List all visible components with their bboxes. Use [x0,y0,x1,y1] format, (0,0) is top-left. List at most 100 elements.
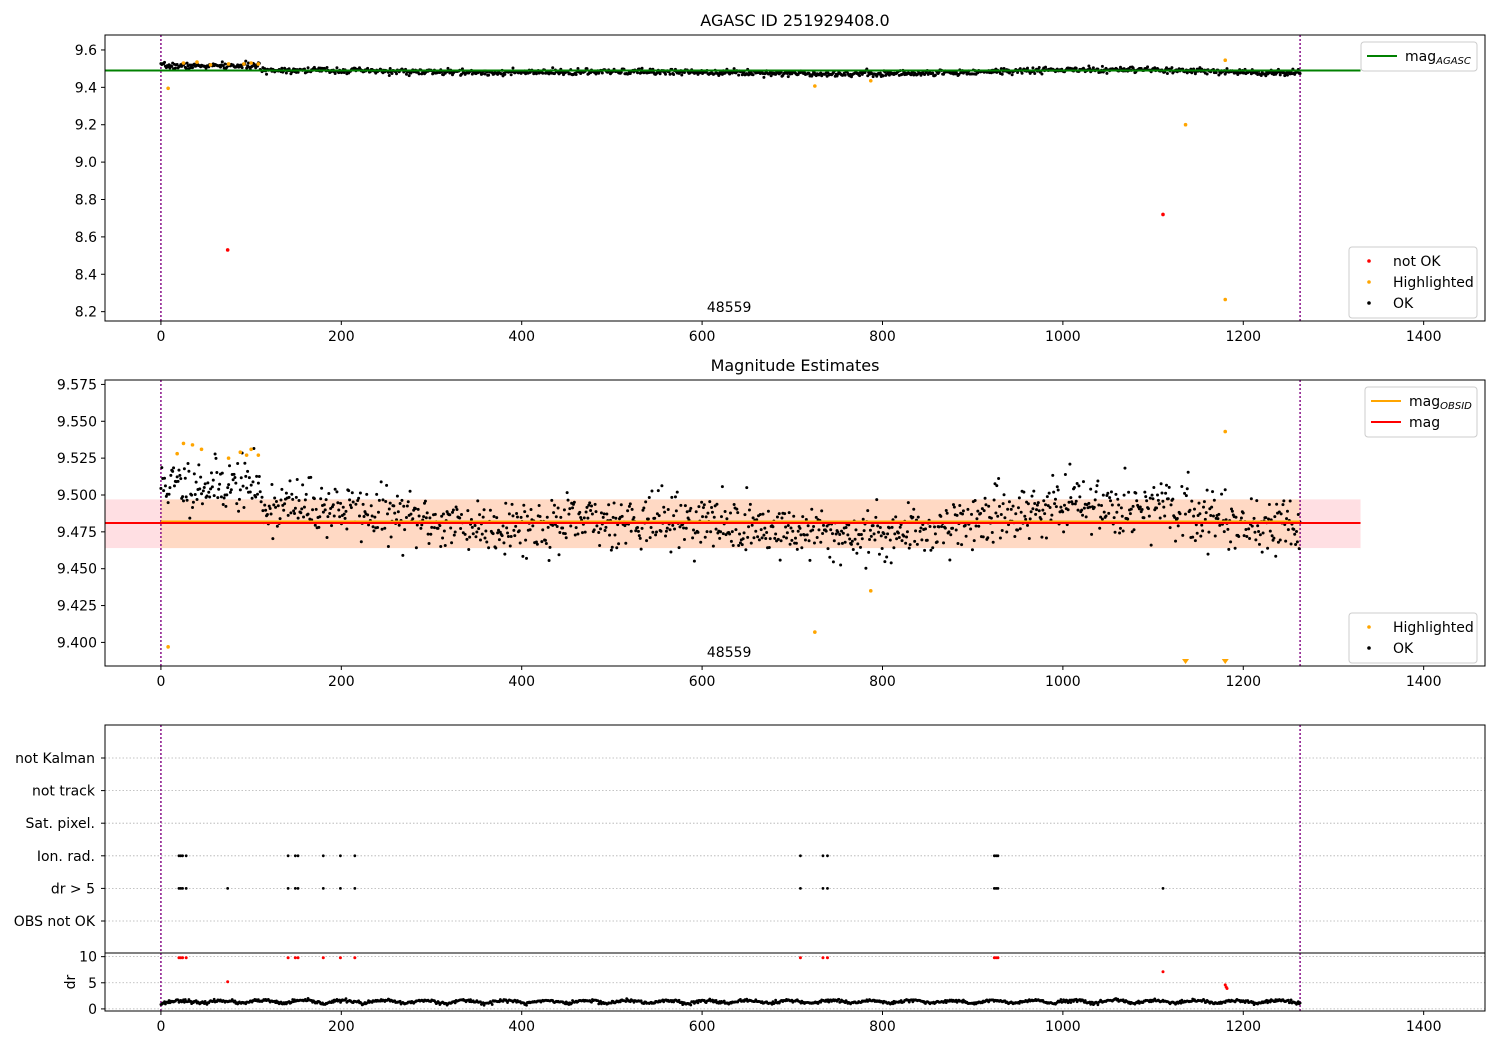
ok-point [1257,529,1261,533]
ok-point [832,539,836,543]
ok-point [218,482,222,486]
top-legend-points-label: Highlighted [1393,275,1474,291]
ok-point [834,532,838,536]
ok-point [754,529,758,533]
ok-point [1107,511,1111,515]
ok-point [330,524,334,528]
flags-panel: not Kalman not track Sat. pixel. Ion. rad. d… [14,724,1486,954]
ok-point [293,512,297,516]
ok-point [709,530,713,534]
ok-point [656,489,660,493]
ok-point [1278,538,1282,542]
ok-point [807,539,811,543]
ok-point [401,553,405,557]
flag-event-point [293,887,297,890]
ok-point [1155,506,1159,510]
ok-point [736,511,740,515]
ok-point [604,525,608,529]
ok-point [167,492,171,496]
high-dr-point [1161,970,1165,974]
ok-point [895,537,899,541]
flag-row-label: Ion. rad. [37,849,95,865]
ok-point [600,71,604,75]
ok-point [913,539,917,543]
ok-point [1075,481,1079,485]
ok-point [400,498,404,502]
ok-point [780,516,784,520]
ok-point [552,72,556,76]
x-tick-label: 600 [689,329,716,345]
ok-point [1082,506,1086,510]
ok-point [710,510,714,514]
highlighted-point [242,62,246,66]
ok-point [440,514,444,518]
ok-point [1031,507,1035,511]
middle-legend-lines-label: mag [1409,415,1440,431]
ok-point [580,531,584,535]
y-tick-label: 10 [79,950,97,966]
ok-point [617,542,621,546]
ok-point [263,503,267,507]
middle-legend-points-point-swatch [1367,625,1371,629]
ok-point [1155,493,1159,497]
ok-point [1279,512,1283,516]
ok-point [383,526,387,530]
ok-point [1030,494,1034,498]
ok-point [1288,499,1292,503]
ok-point [470,525,474,529]
ok-point [875,498,879,502]
ok-point [443,543,447,547]
ok-point [795,547,799,551]
ok-point [1225,67,1229,71]
ok-point [931,71,935,75]
ok-point [1230,509,1234,513]
highlighted-point [813,84,817,88]
ok-point [496,531,500,535]
ok-point [200,502,204,506]
ok-point [1157,502,1161,506]
ok-point [597,531,601,534]
middle-legend-points-label: OK [1393,641,1414,657]
dr-point [1096,1003,1100,1007]
ok-point [453,530,457,534]
ok-point [1020,71,1024,75]
ok-point [229,488,233,492]
ok-point [242,505,246,509]
ok-point [1224,518,1228,522]
ok-point [979,511,983,515]
ok-point [1097,503,1101,507]
flag-event-point [821,887,825,890]
top-legend-points-point-swatch [1367,259,1371,263]
ok-point [1039,517,1043,521]
ok-point [1195,531,1199,535]
high-dr-point [1225,987,1229,991]
ok-point [893,532,897,536]
ok-point [467,548,471,552]
ok-point [665,526,669,530]
ok-point [896,531,900,535]
ok-point [674,509,678,513]
ok-point [387,507,391,511]
ok-point [528,528,532,532]
top-axes-frame [104,34,1486,322]
ok-point [176,479,180,483]
ok-point [515,515,519,519]
ok-point [1000,529,1004,533]
ok-point [279,498,283,502]
ok-point [1046,504,1050,508]
ok-point [545,515,549,519]
ok-point [1227,547,1231,551]
ok-point [159,486,163,490]
ok-point [502,541,506,545]
ok-point [1158,516,1162,520]
ok-point [983,496,987,500]
ok-point [1063,472,1067,476]
ok-point [1041,508,1045,512]
ok-point [1256,524,1260,528]
ok-point [747,508,751,512]
high-dr-point [286,956,290,960]
ok-point [503,72,507,76]
ok-point [1152,485,1156,489]
ok-point [640,526,644,530]
ok-point [1160,491,1164,495]
